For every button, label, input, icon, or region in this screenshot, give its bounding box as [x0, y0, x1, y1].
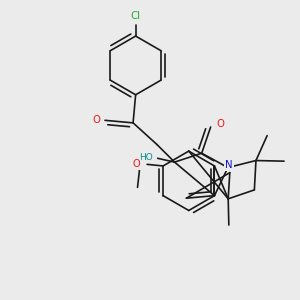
- Text: Cl: Cl: [130, 11, 141, 21]
- Text: N: N: [225, 160, 233, 170]
- Text: O: O: [216, 119, 224, 130]
- Text: HO: HO: [139, 153, 153, 162]
- Text: O: O: [92, 115, 100, 125]
- Text: O: O: [132, 159, 140, 170]
